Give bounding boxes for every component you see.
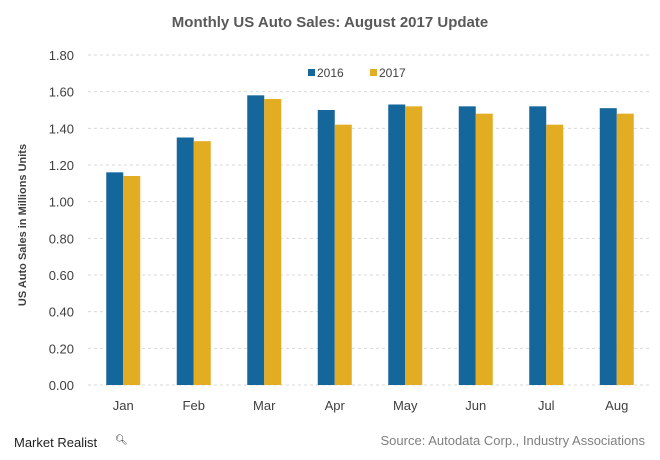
- bar-2017-aug: [616, 113, 634, 386]
- source-note: Source: Autodata Corp., Industry Associa…: [381, 433, 646, 448]
- bar-2016-apr: [317, 110, 335, 385]
- brand-logo: Market Realist: [14, 435, 97, 450]
- bar-2017-mar: [264, 99, 282, 385]
- y-tick-label: 0.80: [49, 231, 74, 246]
- bar-2016-mar: [247, 95, 265, 385]
- y-tick-label: 0.00: [49, 378, 74, 393]
- bar-2017-may: [405, 106, 423, 385]
- y-tick-label: 1.60: [49, 85, 74, 100]
- x-tick-label: Feb: [183, 398, 205, 413]
- y-tick-label: 0.60: [49, 268, 74, 283]
- magnifier-icon: 🔍︎: [115, 434, 128, 446]
- y-tick-label: 0.40: [49, 305, 74, 320]
- bar-2017-apr: [334, 124, 352, 386]
- legend-label-2017: 2017: [379, 66, 406, 80]
- bar-2016-jul: [529, 106, 547, 385]
- bar-2017-jan: [123, 176, 141, 385]
- y-tick-label: 1.20: [49, 158, 74, 173]
- x-tick-label: May: [393, 398, 418, 413]
- x-tick-label: Jun: [465, 398, 486, 413]
- y-tick-label: 0.20: [49, 341, 74, 356]
- x-tick-label: Apr: [325, 398, 346, 413]
- bar-2016-aug: [599, 108, 617, 386]
- y-axis-label: US Auto Sales in Millions Units: [17, 144, 29, 306]
- legend-swatch-2017: [370, 69, 377, 76]
- bar-2017-jun: [475, 113, 493, 386]
- x-tick-label: Mar: [253, 398, 276, 413]
- chart-title: Monthly US Auto Sales: August 2017 Updat…: [172, 14, 488, 31]
- y-tick-label: 1.80: [49, 48, 74, 63]
- bar-2016-may: [388, 104, 406, 385]
- legend-label-2016: 2016: [317, 66, 344, 80]
- y-tick-label: 1.00: [49, 195, 74, 210]
- bar-2016-jun: [458, 106, 476, 385]
- bar-2016-feb: [176, 137, 194, 385]
- y-tick-label: 1.40: [49, 121, 74, 136]
- bar-2017-feb: [193, 141, 211, 385]
- bar-2016-jan: [106, 172, 124, 385]
- x-tick-label: Aug: [605, 398, 628, 413]
- x-tick-label: Jan: [113, 398, 134, 413]
- bar-2017-jul: [546, 124, 564, 386]
- x-tick-label: Jul: [538, 398, 555, 413]
- legend-swatch-2016: [308, 69, 315, 76]
